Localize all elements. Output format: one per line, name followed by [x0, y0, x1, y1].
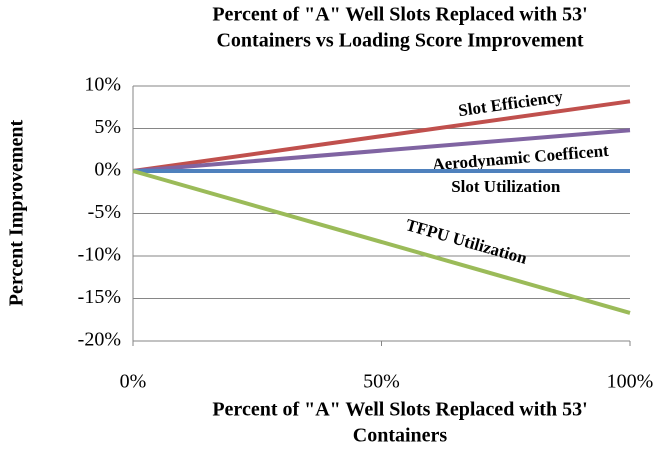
y-tick-label: -20%: [78, 329, 121, 351]
y-tick-label: 10%: [84, 74, 121, 96]
x-axis-label: Containers: [353, 425, 448, 447]
y-tick-label: 5%: [94, 116, 121, 138]
y-tick-label: -10%: [78, 244, 121, 266]
chart-title: Percent of "A" Well Slots Replaced with …: [212, 4, 587, 26]
series-label: Slot Efficiency: [457, 87, 564, 121]
y-tick-label: -5%: [88, 201, 121, 223]
y-tick-label: -15%: [78, 286, 121, 308]
series-line: [132, 128, 631, 173]
y-axis-label: Percent Improvement: [6, 119, 28, 306]
series-label: TFPU Utilization: [404, 215, 530, 268]
x-axis-label: Percent of "A" Well Slots Replaced with …: [212, 399, 587, 421]
chart-title: Containers vs Loading Score Improvement: [216, 30, 583, 52]
y-tick-label: 0%: [94, 159, 121, 181]
series-label: Slot Utilization: [451, 177, 561, 196]
x-tick-label: 100%: [607, 371, 654, 393]
series-line: [132, 169, 631, 315]
x-tick-label: 50%: [363, 371, 400, 393]
series-line: [132, 99, 631, 173]
x-tick-label: 0%: [120, 371, 147, 393]
